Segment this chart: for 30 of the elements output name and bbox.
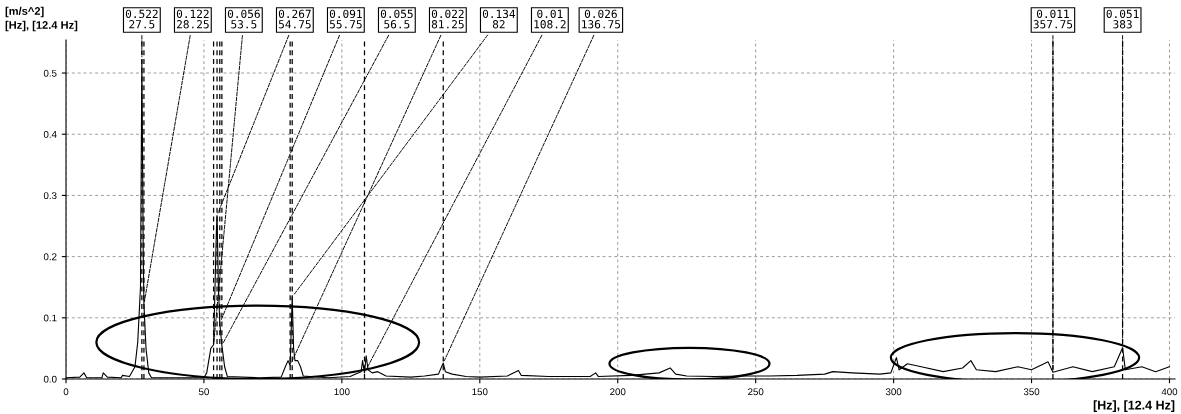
x-axis-title: [Hz], [12.4 Hz] bbox=[1093, 400, 1175, 412]
annotation: 0.055 56.5 bbox=[380, 9, 413, 29]
y-tick-label: 0.0 bbox=[43, 375, 57, 383]
annotation: 0.267 54.75 bbox=[278, 9, 311, 29]
annotation: 0.122 28.25 bbox=[176, 9, 209, 29]
x-tick-label: 100 bbox=[334, 388, 350, 396]
annotation: 0.022 81.25 bbox=[431, 9, 464, 29]
y-axis-title: [m/s^2] bbox=[5, 6, 44, 18]
annotation: 0.011 357.75 bbox=[1033, 9, 1073, 29]
x-tick-label: 50 bbox=[198, 388, 209, 396]
x-tick-label: 150 bbox=[472, 388, 488, 396]
x-tick-label: 300 bbox=[885, 388, 902, 396]
y-tick-label: 0.3 bbox=[43, 192, 57, 200]
x-tick-label: 0 bbox=[63, 388, 69, 396]
x-tick-label: 200 bbox=[610, 388, 626, 396]
annotation: 0.522 27.5 bbox=[125, 9, 158, 29]
y-tick-label: 0.5 bbox=[43, 69, 57, 77]
annotation: 0.134 82 bbox=[482, 9, 516, 29]
text: [Hz], [12.4 Hz] bbox=[5, 20, 78, 32]
x-tick-label: 350 bbox=[1023, 388, 1040, 396]
annotation: 0.051 383 bbox=[1106, 9, 1139, 29]
x-tick-label: 400 bbox=[1161, 388, 1178, 396]
y-tick-label: 0.2 bbox=[43, 253, 57, 261]
y-tick-label: 0.1 bbox=[43, 314, 57, 322]
annotation: 0.026 136.75 bbox=[582, 9, 621, 29]
y-tick-label: 0.4 bbox=[43, 130, 57, 138]
annotation: 0.056 53.5 bbox=[227, 9, 260, 29]
annotation: 0.01 108.2 bbox=[534, 9, 566, 29]
x-tick-label: 250 bbox=[748, 388, 764, 396]
annotation: 0.091 55.75 bbox=[329, 9, 362, 29]
